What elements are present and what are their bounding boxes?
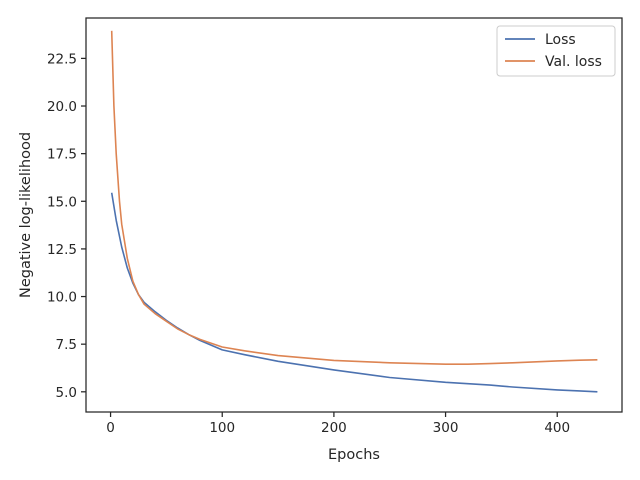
x-axis-label: Epochs — [328, 447, 380, 463]
legend-label-loss: Loss — [545, 32, 576, 48]
x-axis: 0 100 200 300 400 — [106, 412, 570, 436]
x-tick-label: 100 — [209, 420, 235, 436]
plot-frame — [85, 17, 623, 413]
x-tick-label: 400 — [544, 420, 570, 436]
y-axis-label: Negative log-likelihood — [18, 132, 34, 298]
x-tick-label: 0 — [106, 420, 115, 436]
x-tick-label: 300 — [433, 420, 459, 436]
y-tick-label: 12.5 — [47, 242, 77, 258]
legend-label-val-loss: Val. loss — [545, 54, 602, 70]
y-axis: 5.0 7.5 10.0 12.5 15.0 17.5 20.0 22.5 — [47, 51, 86, 401]
y-tick-label: 7.5 — [56, 337, 77, 353]
x-tick-label: 200 — [321, 420, 347, 436]
series-layer — [110, 30, 598, 393]
y-tick-label: 20.0 — [47, 99, 77, 115]
series-line-val-loss — [110, 30, 598, 365]
legend: Loss Val. loss — [496, 25, 616, 77]
y-tick-label: 22.5 — [47, 51, 77, 67]
y-tick-label: 15.0 — [47, 194, 77, 210]
y-tick-label: 10.0 — [47, 290, 77, 306]
y-tick-label: 5.0 — [56, 385, 77, 401]
y-tick-label: 17.5 — [47, 147, 77, 163]
